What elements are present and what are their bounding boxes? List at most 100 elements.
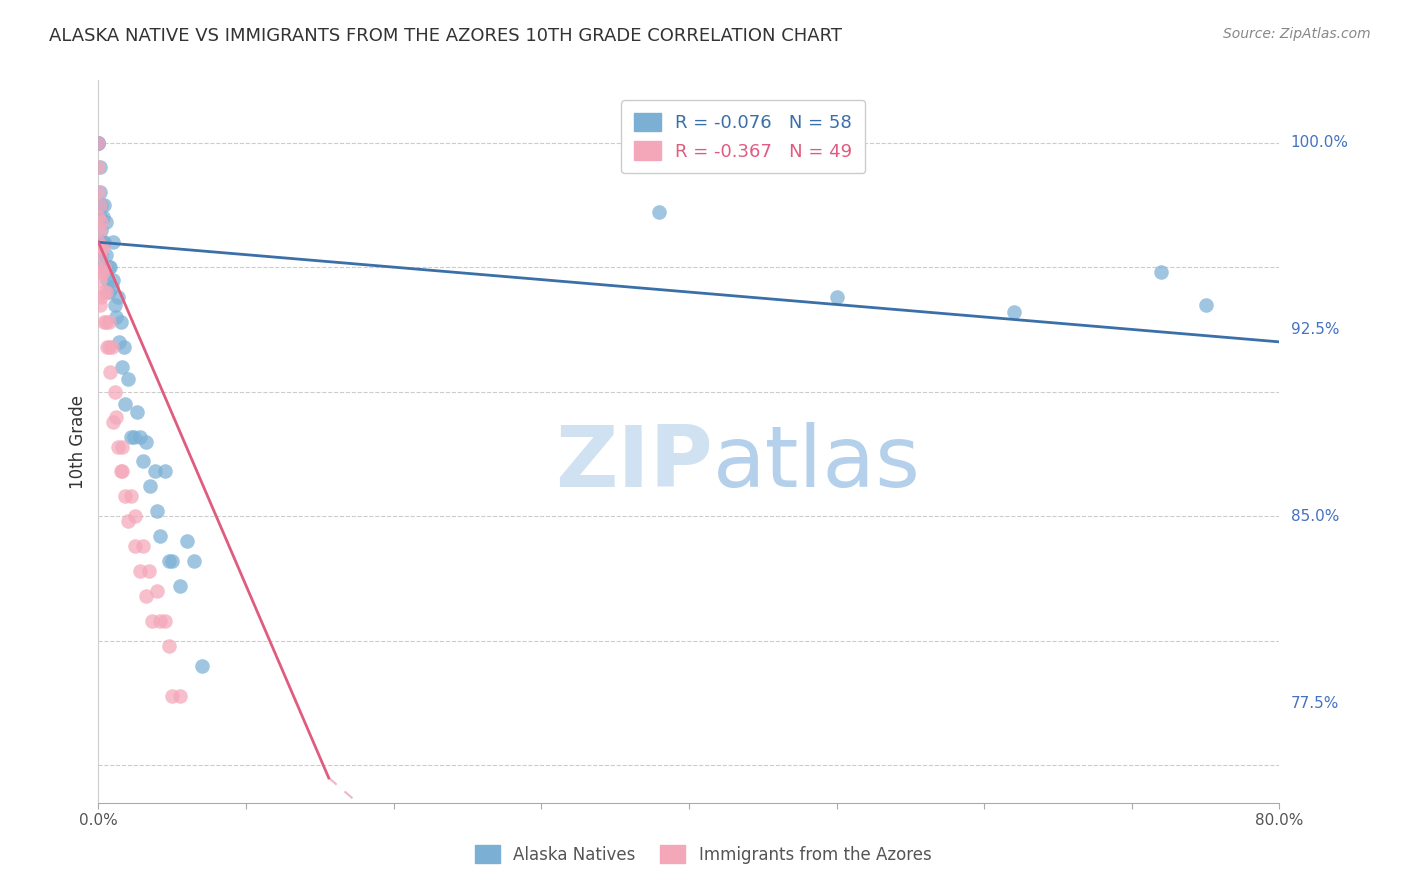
Point	[98, 365, 121, 379]
Point	[91, 211, 114, 225]
Point	[114, 489, 136, 503]
Point	[143, 465, 166, 479]
Point	[91, 235, 114, 250]
Point	[89, 186, 111, 200]
Point	[124, 509, 146, 524]
Point	[89, 297, 111, 311]
Point	[89, 211, 111, 225]
Point	[89, 198, 111, 212]
Point	[93, 235, 115, 250]
Point	[90, 198, 112, 212]
Point	[825, 290, 848, 304]
Point	[128, 429, 150, 443]
Point	[98, 260, 121, 274]
Text: Source: ZipAtlas.com: Source: ZipAtlas.com	[1223, 27, 1371, 41]
Point	[153, 614, 176, 628]
Point	[94, 315, 117, 329]
Point	[128, 564, 150, 578]
Point	[105, 409, 128, 424]
Point	[93, 285, 115, 299]
Point	[87, 136, 110, 150]
Point	[87, 235, 110, 250]
Point	[108, 334, 131, 349]
Point	[111, 465, 134, 479]
Point	[191, 658, 214, 673]
Point	[90, 290, 112, 304]
Point	[96, 340, 118, 354]
Point	[107, 290, 129, 304]
Text: ALASKA NATIVE VS IMMIGRANTS FROM THE AZORES 10TH GRADE CORRELATION CHART: ALASKA NATIVE VS IMMIGRANTS FROM THE AZO…	[49, 27, 842, 45]
Point	[97, 340, 120, 354]
Point	[120, 489, 142, 503]
Point	[110, 315, 132, 329]
Point	[648, 205, 671, 219]
Point	[149, 614, 172, 628]
Point	[117, 372, 139, 386]
Point	[90, 223, 112, 237]
Point	[91, 265, 114, 279]
Text: atlas: atlas	[713, 422, 921, 505]
Point	[103, 235, 125, 250]
Point	[103, 415, 125, 429]
Point	[138, 564, 160, 578]
Point	[87, 136, 110, 150]
Point	[157, 554, 180, 568]
Legend: R = -0.076   N = 58, R = -0.367   N = 49: R = -0.076 N = 58, R = -0.367 N = 49	[621, 100, 865, 173]
Point	[110, 465, 132, 479]
Point	[183, 554, 205, 568]
Point	[169, 689, 191, 703]
Point	[87, 136, 110, 150]
Point	[90, 240, 112, 254]
Point	[1195, 297, 1218, 311]
Point	[162, 554, 183, 568]
Point	[87, 161, 110, 175]
Point	[93, 260, 115, 274]
Point	[157, 639, 180, 653]
Point	[122, 429, 145, 443]
Point	[100, 280, 122, 294]
Text: 85.0%: 85.0%	[1291, 508, 1339, 524]
Point	[117, 514, 139, 528]
Point	[87, 186, 110, 200]
Point	[87, 136, 110, 150]
Point	[100, 340, 122, 354]
Point	[104, 297, 127, 311]
Point	[132, 539, 155, 553]
Point	[120, 429, 142, 443]
Point	[87, 136, 110, 150]
Point	[149, 529, 172, 543]
Point	[111, 440, 134, 454]
Point	[176, 534, 198, 549]
Point	[90, 265, 112, 279]
Point	[139, 479, 162, 493]
Point	[135, 434, 157, 449]
Point	[97, 285, 120, 299]
Point	[132, 454, 155, 468]
Point	[94, 248, 117, 262]
Point	[1002, 305, 1025, 319]
Point	[162, 689, 183, 703]
Point	[97, 315, 120, 329]
Point	[91, 260, 114, 274]
Point	[97, 260, 120, 274]
Point	[141, 614, 163, 628]
Point	[89, 272, 111, 286]
Point	[153, 465, 176, 479]
Text: 77.5%: 77.5%	[1291, 696, 1339, 711]
Point	[111, 359, 134, 374]
Point	[87, 136, 110, 150]
Point	[146, 504, 169, 518]
Point	[94, 215, 117, 229]
Point	[107, 440, 129, 454]
Legend: Alaska Natives, Immigrants from the Azores: Alaska Natives, Immigrants from the Azor…	[468, 838, 938, 871]
Point	[89, 223, 111, 237]
Point	[169, 579, 191, 593]
Point	[135, 589, 157, 603]
Point	[96, 272, 118, 286]
Point	[89, 161, 111, 175]
Point	[146, 584, 169, 599]
Point	[124, 539, 146, 553]
Point	[89, 235, 111, 250]
Text: 92.5%: 92.5%	[1291, 322, 1339, 337]
Point	[114, 397, 136, 411]
